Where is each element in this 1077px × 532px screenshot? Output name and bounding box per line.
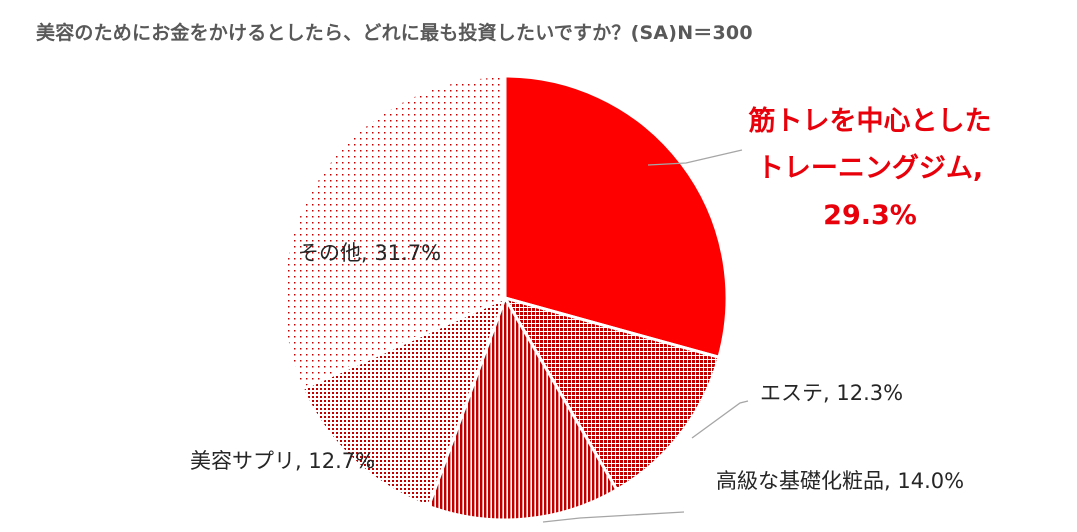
label-supplement: 美容サプリ, 12.7% <box>190 449 375 473</box>
label-training-gym-line-3: 29.3% <box>823 200 917 231</box>
chart-title: 美容のためにお金をかけるとしたら、どれに最も投資したいですか？(SA)N＝300 <box>36 22 753 44</box>
leader-line <box>647 149 743 166</box>
slice-skincare <box>426 296 619 522</box>
slice-esthetic <box>503 296 721 492</box>
leader-line <box>691 400 749 439</box>
label-training-gym-line-2: トレーニングジム, <box>757 152 983 184</box>
label-training-gym-line-1: 筋トレを中心とした <box>749 105 992 137</box>
label-other: その他, 31.7% <box>298 241 441 265</box>
leader-line <box>542 511 685 523</box>
label-skincare: 高級な基礎化粧品, 14.0% <box>716 469 964 493</box>
slice-supplement <box>300 296 507 508</box>
label-esthetic: エステ, 12.3% <box>760 381 903 405</box>
slice-other <box>281 74 507 391</box>
